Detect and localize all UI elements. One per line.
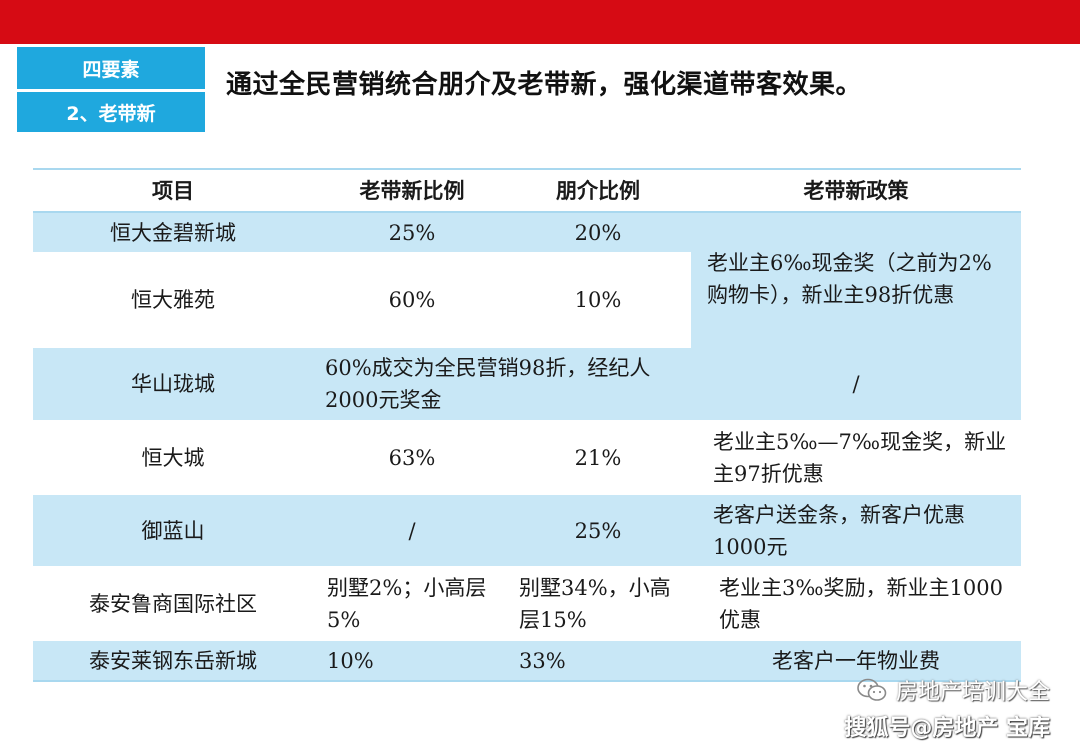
policy-table: 项目 老带新比例 朋介比例 老带新政策 恒大金碧新城 25% 20% 恒大雅苑 … <box>33 168 1021 682</box>
row-band <box>33 641 1021 680</box>
header-referral-ratio: 老带新比例 <box>359 178 465 203</box>
wechat-icon <box>857 678 887 701</box>
header-rule <box>33 211 1021 213</box>
header-policy: 老带新政策 <box>803 178 909 203</box>
referral-ratio-cell: 25% <box>388 220 436 245</box>
referral-ratio-cell: / <box>408 518 416 543</box>
header-project: 项目 <box>152 178 194 203</box>
project-cell: 恒大金碧新城 <box>110 220 236 245</box>
policy-cell: 老业主3‰奖励，新业主1000优惠 <box>719 575 1003 632</box>
table-bottom-rule <box>33 680 1021 682</box>
row-band <box>33 495 1021 566</box>
watermark-account-name: 房地产培训大全 <box>895 680 1050 705</box>
section-item-label: 2、老带新 <box>17 92 205 132</box>
row-band <box>691 252 1021 348</box>
project-cell: 泰安鲁商国际社区 <box>89 591 257 616</box>
watermark-line1: 房地产培训大全 <box>844 674 1050 706</box>
referral-ratio-cell: 60% <box>388 288 436 312</box>
slide-title: 通过全民营销统合朋介及老带新，强化渠道带客效果。 <box>226 70 863 100</box>
watermark: 房地产培训大全 搜狐号@房地产 宝库 <box>844 674 1050 742</box>
friend-ratio-cell: 25% <box>574 518 622 543</box>
friend-ratio-cell: 20% <box>574 220 622 245</box>
policy-cell: / <box>852 372 860 396</box>
row-band <box>33 213 1021 252</box>
referral-ratio-cell: 10% <box>327 648 374 673</box>
shared-policy-cell: 老业主6‰现金奖（之前为2%购物卡），新业主98折优惠 <box>707 251 992 307</box>
policy-cell: 老客户送金条，新客户优惠1000元 <box>713 502 965 559</box>
project-cell: 恒大雅苑 <box>131 288 215 312</box>
project-cell: 御蓝山 <box>141 518 205 543</box>
top-red-bar <box>0 0 1080 44</box>
friend-ratio-cell: 10% <box>574 288 622 312</box>
referral-ratio-cell: 别墅2%；小高层5% <box>327 575 487 632</box>
referral-ratio-cell: 63% <box>388 445 436 470</box>
project-cell: 恒大城 <box>141 445 205 470</box>
section-category-label: 四要素 <box>17 47 205 89</box>
merged-ratio-cell: 60%成交为全民营销98折，经纪人2000元奖金 <box>325 356 651 412</box>
watermark-line2: 搜狐号@房地产 宝库 <box>844 716 1050 741</box>
friend-ratio-cell: 33% <box>519 648 566 673</box>
row-band <box>33 348 1021 420</box>
project-cell: 泰安莱钢东岳新城 <box>89 648 257 673</box>
table-top-rule <box>33 168 1021 170</box>
friend-ratio-cell: 别墅34%，小高层15% <box>519 575 671 632</box>
project-cell: 华山珑城 <box>131 372 215 396</box>
header-friend-ratio: 朋介比例 <box>556 178 640 203</box>
friend-ratio-cell: 21% <box>574 445 622 470</box>
policy-cell: 老业主5‰—7‰现金奖，新业主97折优惠 <box>713 429 1007 486</box>
policy-cell: 老客户一年物业费 <box>772 648 940 673</box>
